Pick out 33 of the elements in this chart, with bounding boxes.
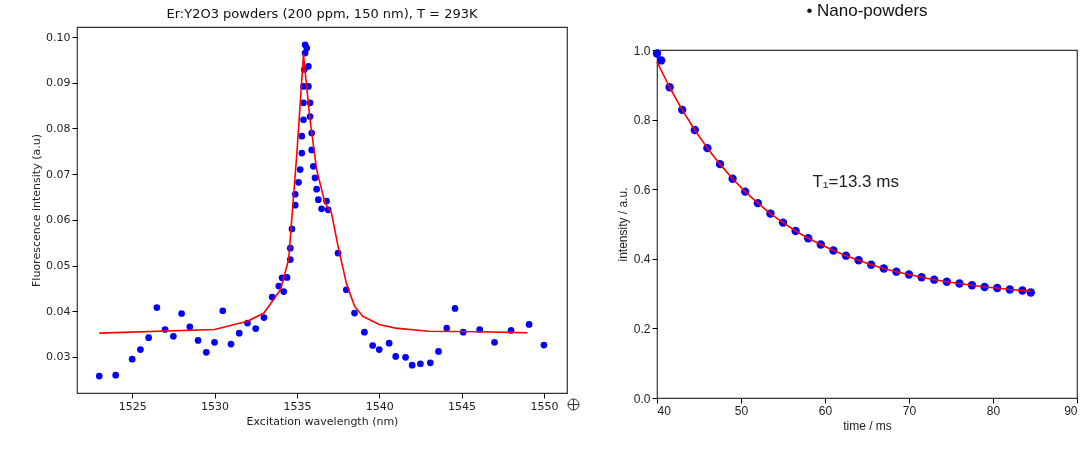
x-tick-label: 40	[657, 403, 672, 418]
chart-title: Er:Y2O3 powders (200 ppm, 150 nm), T = 293K	[166, 6, 478, 21]
y-tick-label: 0.2	[633, 321, 651, 336]
y-axis-title: Fluorescence intensity (a.u)	[30, 134, 44, 287]
x-tick-label: 1540	[365, 399, 394, 413]
y-tick-label: 0.03	[46, 350, 71, 364]
y-tick-label: 0.10	[46, 30, 71, 44]
x-tick-label: 50	[734, 403, 749, 418]
x-tick-label: 70	[902, 403, 917, 418]
x-axis-title: time / ms	[843, 418, 892, 433]
x-tick-label: 90	[1064, 403, 1078, 418]
chart-title: • Nano-powders	[806, 1, 928, 20]
x-tick-label: 1530	[201, 399, 230, 413]
y-axis-title: intensity / a.u.	[615, 187, 630, 262]
x-tick-label: 60	[818, 403, 833, 418]
annotation: T₁=13.3 ms	[812, 172, 899, 192]
y-tick-label: 0.07	[46, 167, 71, 181]
x-tick-label: 1545	[448, 399, 477, 413]
y-tick-label: 0.04	[46, 304, 71, 318]
y-tick-label: 0.0	[633, 391, 651, 406]
y-tick-label: 0.06	[46, 213, 71, 227]
y-tick-label: 0.8	[633, 113, 651, 128]
x-axis-title: Excitation wavelength (nm)	[246, 414, 399, 428]
x-tick-label: 1550	[530, 399, 559, 413]
y-tick-label: 1.0	[633, 43, 651, 58]
y-tick-label: 0.09	[46, 76, 71, 90]
y-tick-label: 0.05	[46, 259, 71, 273]
y-tick-label: 0.08	[46, 121, 71, 135]
y-tick-label: 0.6	[633, 182, 651, 197]
x-tick-label: 80	[986, 403, 1001, 418]
x-tick-label: 1525	[118, 399, 147, 413]
y-tick-label: 0.4	[633, 252, 651, 267]
x-tick-label: 1535	[283, 399, 312, 413]
